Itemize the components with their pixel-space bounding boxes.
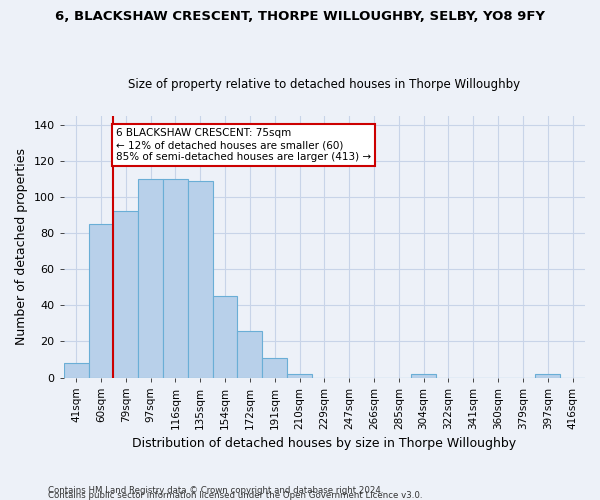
Bar (535, 374, 560, 378)
Title: Size of property relative to detached houses in Thorpe Willoughby: Size of property relative to detached ho… (128, 78, 520, 91)
Bar (138, 179, 163, 378)
X-axis label: Distribution of detached houses by size in Thorpe Willoughby: Distribution of detached houses by size … (132, 437, 517, 450)
Text: 6, BLACKSHAW CRESCENT, THORPE WILLOUGHBY, SELBY, YO8 9FY: 6, BLACKSHAW CRESCENT, THORPE WILLOUGHBY… (55, 10, 545, 23)
Text: Contains public sector information licensed under the Open Government Licence v3: Contains public sector information licen… (48, 491, 422, 500)
Y-axis label: Number of detached properties: Number of detached properties (15, 148, 28, 345)
Bar (188, 181, 212, 378)
Bar (64, 363, 89, 378)
Bar (411, 374, 436, 378)
Text: Contains HM Land Registry data © Crown copyright and database right 2024.: Contains HM Land Registry data © Crown c… (48, 486, 383, 495)
Bar (89, 224, 113, 378)
Text: 6 BLACKSHAW CRESCENT: 75sqm
← 12% of detached houses are smaller (60)
85% of sem: 6 BLACKSHAW CRESCENT: 75sqm ← 12% of det… (116, 128, 371, 162)
Bar (212, 296, 238, 378)
Bar (287, 374, 312, 378)
Bar (262, 358, 287, 378)
Bar (238, 330, 262, 378)
Bar (163, 179, 188, 378)
Bar (113, 212, 138, 378)
